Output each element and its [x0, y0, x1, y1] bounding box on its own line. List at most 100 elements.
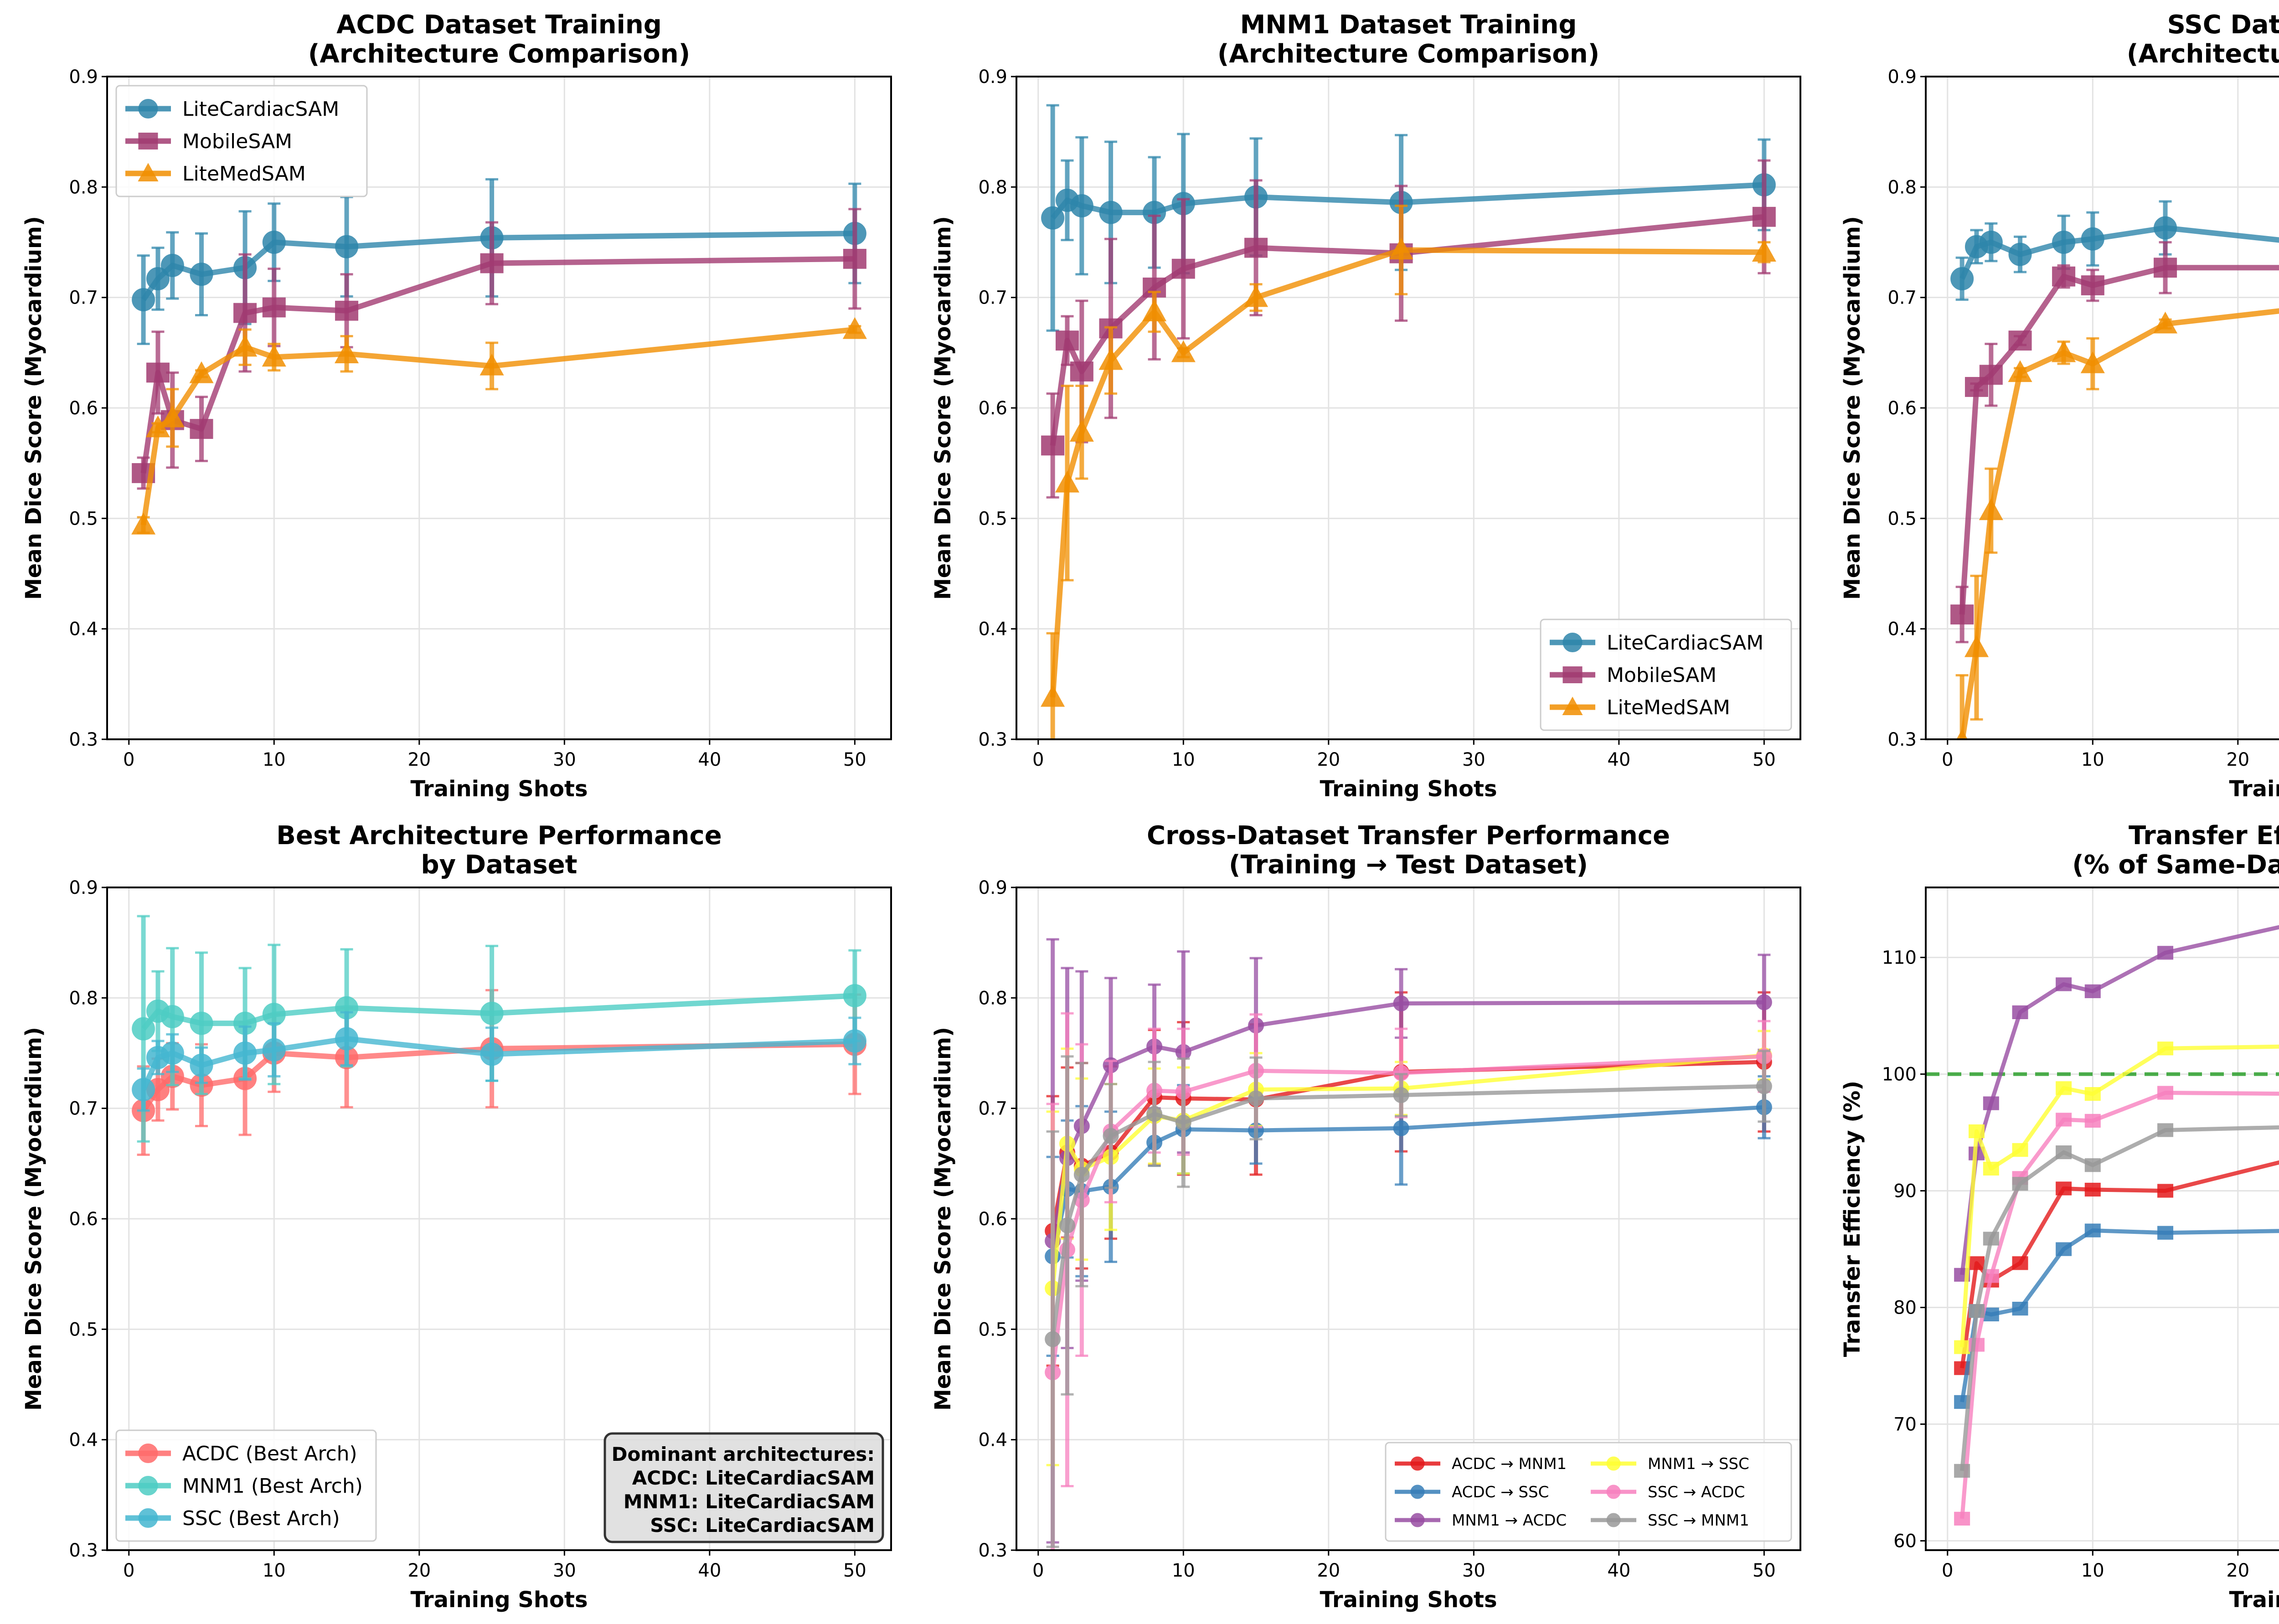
- data-point: [160, 1041, 184, 1065]
- x-tick-label: 50: [843, 1560, 866, 1581]
- series-litemedsam: [1041, 205, 1776, 739]
- data-point: [480, 1001, 504, 1025]
- legend-item: ACDC → SSC: [1395, 1483, 1549, 1501]
- legend-label: MNM1 → ACDC: [1452, 1511, 1567, 1530]
- legend-marker: [1410, 1513, 1425, 1527]
- data-point: [2056, 1113, 2072, 1127]
- data-point: [262, 231, 286, 254]
- data-point: [1393, 1120, 1409, 1136]
- x-tick-label: 20: [1317, 749, 1340, 770]
- series-litemedsam: [131, 317, 867, 535]
- x-tick-label: 0: [123, 749, 134, 770]
- data-point: [2012, 1177, 2028, 1191]
- data-point: [1752, 206, 1776, 227]
- legend-box: [1540, 619, 1792, 731]
- chart-title: Transfer Efficiency Scaling: [2129, 821, 2279, 851]
- y-axis-label: Mean Dice Score (Myocardium): [21, 216, 46, 600]
- legend-label: SSC → ACDC: [1648, 1483, 1745, 1501]
- data-point: [233, 335, 258, 357]
- data-point: [1983, 1307, 1999, 1322]
- chart-panel-efficiency: 0102030405060708090100110Training ShotsT…: [1840, 821, 2279, 1613]
- data-point: [190, 1053, 213, 1077]
- data-point: [1070, 361, 1093, 382]
- y-tick-label: 0.6: [978, 1209, 1007, 1230]
- chart-title: SSC Dataset Training: [2167, 10, 2279, 40]
- legend-item: MNM1 → SSC: [1591, 1455, 1749, 1473]
- legend: ACDC → MNM1 ACDC → SSC MNM1 → ACDC MNM1 → S…: [1385, 1442, 1792, 1542]
- legend-marker: [138, 1476, 158, 1495]
- data-point: [2084, 1158, 2101, 1172]
- series-line: [140, 326, 855, 526]
- axes-frame: [106, 887, 892, 1551]
- axes-frame: [1016, 76, 1801, 740]
- data-point: [1950, 604, 1974, 625]
- data-point: [2008, 330, 2032, 351]
- legend-marker: [138, 1508, 158, 1528]
- data-point: [132, 288, 155, 312]
- plot-area: [1041, 104, 1776, 739]
- legend-item: LiteMedSAM: [125, 162, 306, 186]
- data-point: [480, 253, 504, 273]
- data-point: [1069, 420, 1094, 442]
- plot-area: [1926, 925, 2279, 1526]
- data-point: [1393, 995, 1409, 1011]
- data-point: [2084, 1223, 2101, 1237]
- y-tick-label: 0.9: [1887, 67, 1917, 88]
- data-point: [1041, 206, 1065, 230]
- legend-marker: [1606, 1485, 1621, 1499]
- x-tick-label: 10: [1172, 749, 1195, 770]
- x-tick-label: 20: [2226, 749, 2249, 770]
- annotation: Dominant architectures:ACDC: LiteCardiac…: [603, 1432, 884, 1543]
- y-axis-label: Mean Dice Score (Myocardium): [1840, 216, 1865, 600]
- legend-item: ACDC → MNM1: [1395, 1455, 1567, 1473]
- y-tick-label: 0.5: [978, 1319, 1007, 1340]
- x-tick-label: 20: [2226, 1560, 2249, 1581]
- data-point: [843, 1029, 866, 1053]
- data-point: [2052, 231, 2076, 254]
- data-point: [2084, 1087, 2101, 1101]
- x-tick-label: 0: [123, 1560, 134, 1581]
- y-tick-label: 0.3: [978, 729, 1007, 750]
- x-tick-label: 50: [1753, 749, 1776, 770]
- series-litemedsam: [1955, 308, 2279, 739]
- x-tick-label: 30: [553, 749, 576, 770]
- x-tick-label: 10: [263, 1560, 286, 1581]
- y-tick-label: 90: [1893, 1181, 1917, 1202]
- legend-marker: [1606, 1456, 1621, 1471]
- chart-title: (Architecture Comparison): [1217, 39, 1599, 69]
- y-tick-label: 0.3: [1887, 729, 1917, 750]
- data-point: [2157, 1123, 2174, 1137]
- data-point: [2084, 1182, 2101, 1197]
- x-tick-label: 20: [407, 1560, 431, 1581]
- legend-label: SSC → MNM1: [1648, 1511, 1749, 1530]
- data-point: [1954, 1511, 1970, 1526]
- data-point: [1968, 1256, 1985, 1270]
- data-point: [262, 297, 286, 318]
- legend-item: MobileSAM: [125, 130, 292, 153]
- series-ssc-best-arch-: [132, 1011, 866, 1112]
- data-point: [1756, 1078, 1772, 1094]
- data-point: [1983, 1232, 1999, 1246]
- data-point: [1983, 1096, 1999, 1110]
- x-tick-label: 30: [553, 1560, 576, 1581]
- x-tick-label: 40: [698, 749, 721, 770]
- data-point: [2012, 1256, 2028, 1270]
- legend: LiteCardiacSAM MobileSAM LiteMedSAM: [1540, 619, 1792, 731]
- series-acdc-ssc: [1954, 1223, 2279, 1409]
- y-tick-label: 0.6: [69, 398, 98, 419]
- data-point: [2056, 977, 2072, 991]
- legend-label: ACDC → SSC: [1452, 1483, 1549, 1501]
- x-axis-label: Training Shots: [2229, 1587, 2279, 1613]
- data-point: [160, 405, 185, 428]
- legend-marker: [138, 163, 159, 181]
- chart-title: by Dataset: [421, 850, 577, 880]
- chart-panel-best: 0 10 20 30 40 50 0.3 0.4 0.5 0.6 0.7 0.8 0.9 Training…: [21, 821, 892, 1613]
- x-tick-label: 0: [1942, 749, 1953, 770]
- plot-area: [131, 178, 867, 535]
- legend-item: LiteMedSAM: [1550, 696, 1730, 719]
- y-tick-label: 0.6: [69, 1209, 98, 1230]
- data-point: [1968, 1338, 1985, 1352]
- x-tick-label: 50: [1753, 1560, 1776, 1581]
- data-point: [2056, 1145, 2072, 1160]
- data-point: [1964, 635, 1989, 657]
